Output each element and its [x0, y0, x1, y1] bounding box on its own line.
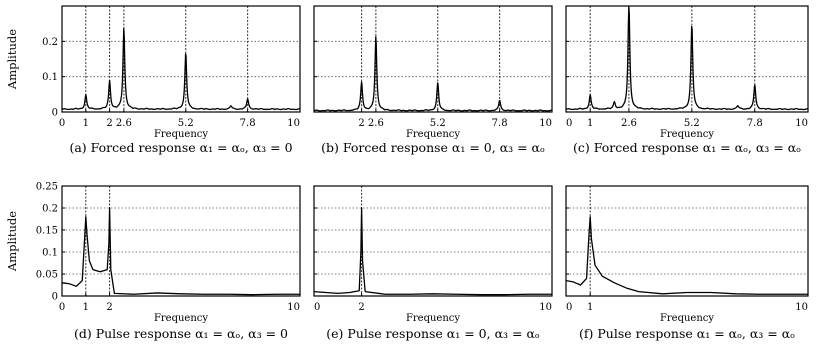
caption: (b) Forced response α₁ = 0, α₃ = αₒ	[321, 140, 545, 155]
y-tick-label: 0.2	[42, 204, 58, 215]
y-tick-label: 0.1	[42, 248, 58, 259]
x-tick-label: 2	[106, 302, 112, 313]
x-tick-label: 10	[539, 118, 552, 129]
x-tick-label: 7.8	[240, 118, 256, 129]
x-tick-label: 0	[566, 118, 572, 129]
y-axis-label: Amplitude	[5, 29, 19, 90]
x-tick-label: 2	[358, 302, 364, 313]
x-tick-label: 2	[358, 118, 364, 129]
caption: (e) Pulse response α₁ = 0, α₃ = αₒ	[326, 326, 540, 341]
series-line	[313, 36, 553, 112]
x-tick-label: 7.8	[492, 118, 508, 129]
plot-frame	[313, 5, 553, 113]
x-tick-label: 0	[59, 118, 65, 129]
x-tick-label: 10	[795, 118, 808, 129]
x-tick-label: 1	[587, 118, 593, 129]
x-tick-label: 5.2	[430, 118, 446, 129]
x-tick-label: 2	[106, 118, 112, 129]
x-tick-label: 0	[314, 302, 320, 313]
x-tick-label: 2.6	[368, 118, 384, 129]
caption: (a) Forced response α₁ = αₒ, α₃ = 0	[69, 140, 292, 155]
x-axis-label: Frequency	[660, 129, 714, 140]
y-axis-label: Amplitude	[5, 211, 19, 272]
x-tick-label: 10	[795, 302, 808, 313]
subplot-d: 0 1 2 10 0 0.05 0.1 0.15 0.2 0.25 Frequency Amplitu…	[5, 182, 301, 341]
plot-frame	[565, 5, 809, 113]
caption: (f) Pulse response α₁ = αₒ, α₃ = αₒ	[579, 326, 795, 341]
plot-frame	[565, 185, 809, 297]
x-tick-label: 10	[287, 302, 300, 313]
x-tick-label: 10	[287, 118, 300, 129]
x-tick-label: 1	[587, 302, 593, 313]
series-line	[565, 216, 808, 295]
y-tick-label: 0.05	[36, 270, 58, 281]
caption: (c) Forced response α₁ = αₒ, α₃ = αₒ	[573, 140, 801, 155]
x-tick-label: 0	[566, 302, 572, 313]
x-axis-label: Frequency	[660, 313, 714, 324]
plot-frame	[61, 5, 301, 113]
series-line	[61, 207, 300, 296]
x-tick-label: 0	[59, 302, 65, 313]
series-line	[61, 27, 301, 111]
x-axis-label: Frequency	[154, 313, 208, 324]
plot-frame	[61, 185, 301, 297]
plot-frame	[313, 185, 553, 297]
x-axis-label: Frequency	[154, 129, 208, 140]
x-tick-label: 1	[83, 302, 89, 313]
x-tick-label: 2.6	[621, 118, 637, 129]
series-line	[313, 207, 552, 296]
subplot-b: 2 2.6 5.2 7.8 10 Frequency(b) Forced response…	[313, 5, 553, 155]
caption: (d) Pulse response α₁ = αₒ, α₃ = 0	[74, 326, 288, 341]
subplot-a: 0 1 2 2.6 5.2 7.8 10 0 0.1 0.2 Frequency Amplitude (…	[5, 5, 301, 155]
x-tick-label: 10	[539, 302, 552, 313]
y-tick-label: 0	[52, 292, 58, 303]
x-tick-label: 5.2	[684, 118, 700, 129]
x-axis-label: Frequency	[406, 129, 460, 140]
y-tick-label: 0.1	[42, 72, 58, 83]
subplot-e: 0 2 10 Frequency (e) Pulse response α₁ = 0, …	[313, 185, 553, 341]
y-tick-label: 0.25	[36, 182, 58, 193]
x-axis-label: Frequency	[406, 313, 460, 324]
series-line	[565, 5, 809, 111]
y-tick-label: 0.2	[42, 37, 58, 48]
subplot-f: 0 1 10 Frequency (f) Pulse response α₁ = αₒ,…	[565, 185, 809, 341]
y-tick-label: 0	[52, 108, 58, 119]
y-tick-label: 0.15	[36, 226, 58, 237]
x-tick-label: 5.2	[178, 118, 194, 129]
subplot-c: 0 1 2.6 5.2 7.8 10 Frequency(c) Forced respons…	[565, 5, 809, 155]
x-tick-label: 7.8	[747, 118, 763, 129]
x-tick-label: 2.6	[116, 118, 132, 129]
x-tick-label: 1	[83, 118, 89, 129]
